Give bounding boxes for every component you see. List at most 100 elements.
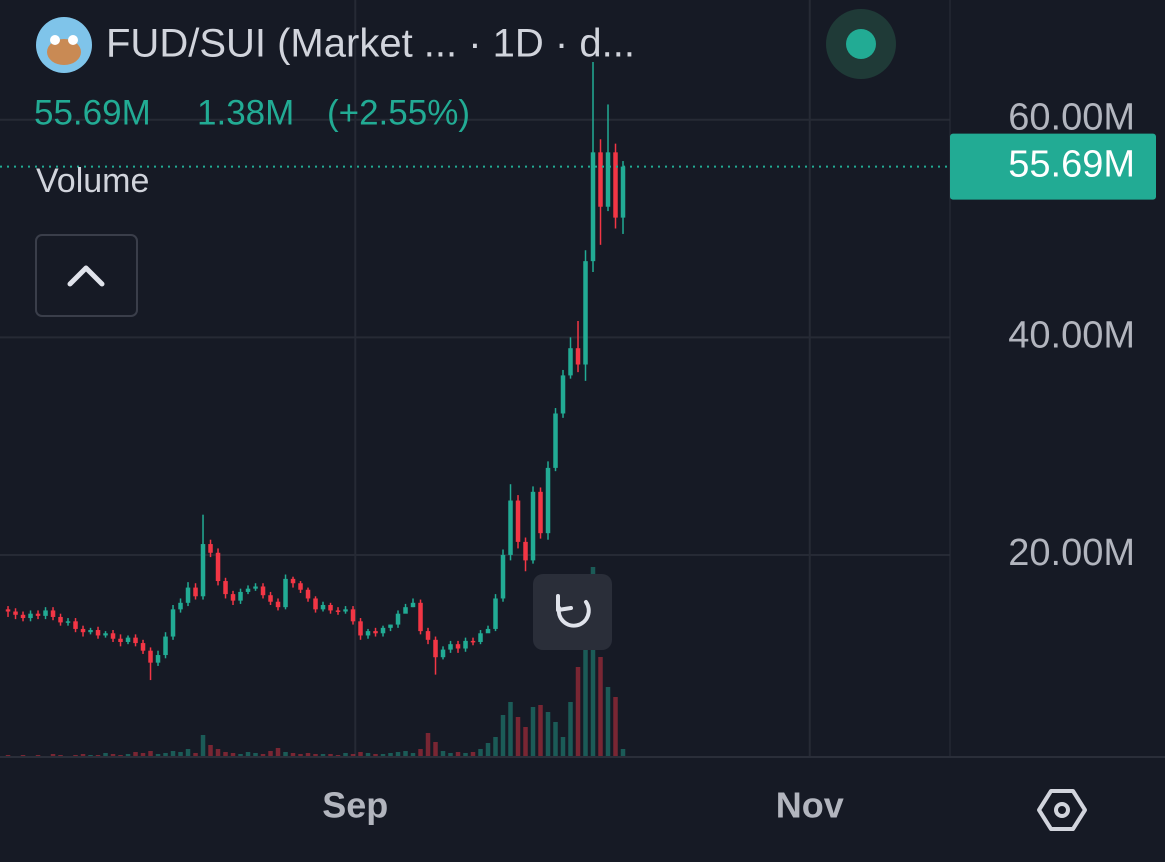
candle-body (448, 644, 453, 650)
candle-body (125, 637, 131, 642)
reset-icon (556, 600, 591, 628)
candle-body (553, 413, 558, 468)
volume-bar (328, 754, 333, 757)
settings-button[interactable] (1037, 789, 1087, 831)
volume-bar (440, 751, 446, 757)
candle-body (110, 633, 116, 639)
candle-body (620, 166, 626, 218)
candle-body (155, 655, 161, 663)
volume-bar (500, 715, 506, 757)
candle-body (118, 638, 123, 642)
volume-bar (620, 749, 626, 757)
volume-bar (275, 748, 281, 757)
candle-body (208, 544, 213, 553)
volume-bar (148, 751, 153, 757)
candle-body (20, 614, 26, 619)
candle-body (605, 152, 611, 207)
volume-bar (215, 749, 221, 757)
volume-bar (305, 753, 311, 757)
candle-body (388, 624, 393, 628)
candle-body (140, 643, 146, 651)
volume-bar (530, 707, 536, 757)
candle-body (538, 491, 543, 534)
collapse-button[interactable] (35, 234, 138, 317)
candle-body (43, 610, 48, 616)
candle-body (178, 602, 183, 610)
candle-body (28, 613, 33, 619)
candle-body (500, 554, 506, 599)
candle-body (65, 621, 71, 623)
candle-body (328, 604, 333, 611)
volume-bar (268, 751, 273, 757)
candle-body (275, 601, 281, 608)
reset-button[interactable] (533, 574, 612, 650)
settings-icon[interactable] (1037, 789, 1087, 831)
volume-bar (605, 687, 611, 757)
volume-bar (163, 753, 168, 757)
volume-bar (373, 754, 378, 757)
candle-body (433, 639, 438, 658)
candle-body (493, 598, 498, 629)
candle-body (185, 587, 191, 603)
volume-bar (560, 737, 566, 757)
candle-body (73, 621, 78, 629)
candle-body (568, 348, 573, 376)
volume-bar (425, 733, 431, 757)
volume-bar (110, 754, 116, 757)
token-logo-face (47, 39, 81, 65)
candle-body (590, 152, 596, 262)
candle-body (260, 586, 266, 596)
volume-bar (313, 754, 318, 757)
candle-body (95, 630, 101, 636)
candle-body (485, 628, 491, 634)
candle-body (575, 348, 581, 365)
volume-bar (418, 749, 423, 757)
candle-body (365, 631, 371, 636)
reset-button-frame[interactable] (533, 574, 612, 650)
candle-body (88, 630, 93, 633)
candle-body (245, 588, 251, 592)
volume-bar (463, 753, 468, 757)
candle-body (463, 640, 468, 649)
x-tick-label: Nov (776, 785, 844, 826)
symbol-title: FUD/SUI (Market ... · 1D · d... (106, 22, 635, 66)
volume-bar (538, 705, 543, 757)
candle-body (215, 552, 221, 582)
volume-bar (320, 754, 326, 757)
candle-body (268, 595, 273, 602)
volume-bar (208, 745, 213, 757)
volume-bar (613, 697, 618, 757)
candle-body (290, 578, 296, 584)
candle-body (133, 637, 138, 644)
candle-body (440, 649, 446, 658)
candle-body (598, 152, 603, 207)
candle-body (343, 609, 348, 612)
candle-body (305, 589, 311, 599)
volume-bar (245, 752, 251, 757)
candle-body (373, 631, 378, 634)
overlay: 20.00M 40.00M 60.00M Sep Nov 55.69M (322, 97, 1156, 826)
volume-bar (298, 754, 303, 757)
volume-bar (388, 753, 393, 757)
volume-bar (553, 722, 558, 757)
volume-bar (380, 754, 386, 757)
volume-bar (343, 753, 348, 757)
volume-bar (493, 737, 498, 757)
collapse-button-frame[interactable] (35, 234, 138, 317)
volume-bar (178, 752, 183, 757)
volume-bar (50, 754, 56, 757)
volume-bar (80, 754, 86, 757)
volume-bar (350, 754, 356, 757)
volume-bar (103, 753, 108, 757)
volume-bar (125, 754, 131, 757)
volume-bar (365, 753, 371, 757)
candle-body (230, 594, 236, 601)
volume-bar (358, 752, 363, 757)
candle-body (380, 627, 386, 634)
volume-bar (403, 751, 408, 757)
x-tick-label: Sep (322, 785, 388, 826)
candle-body (425, 631, 431, 640)
candle-body (13, 611, 18, 615)
reset-icon-arrow (556, 594, 573, 612)
